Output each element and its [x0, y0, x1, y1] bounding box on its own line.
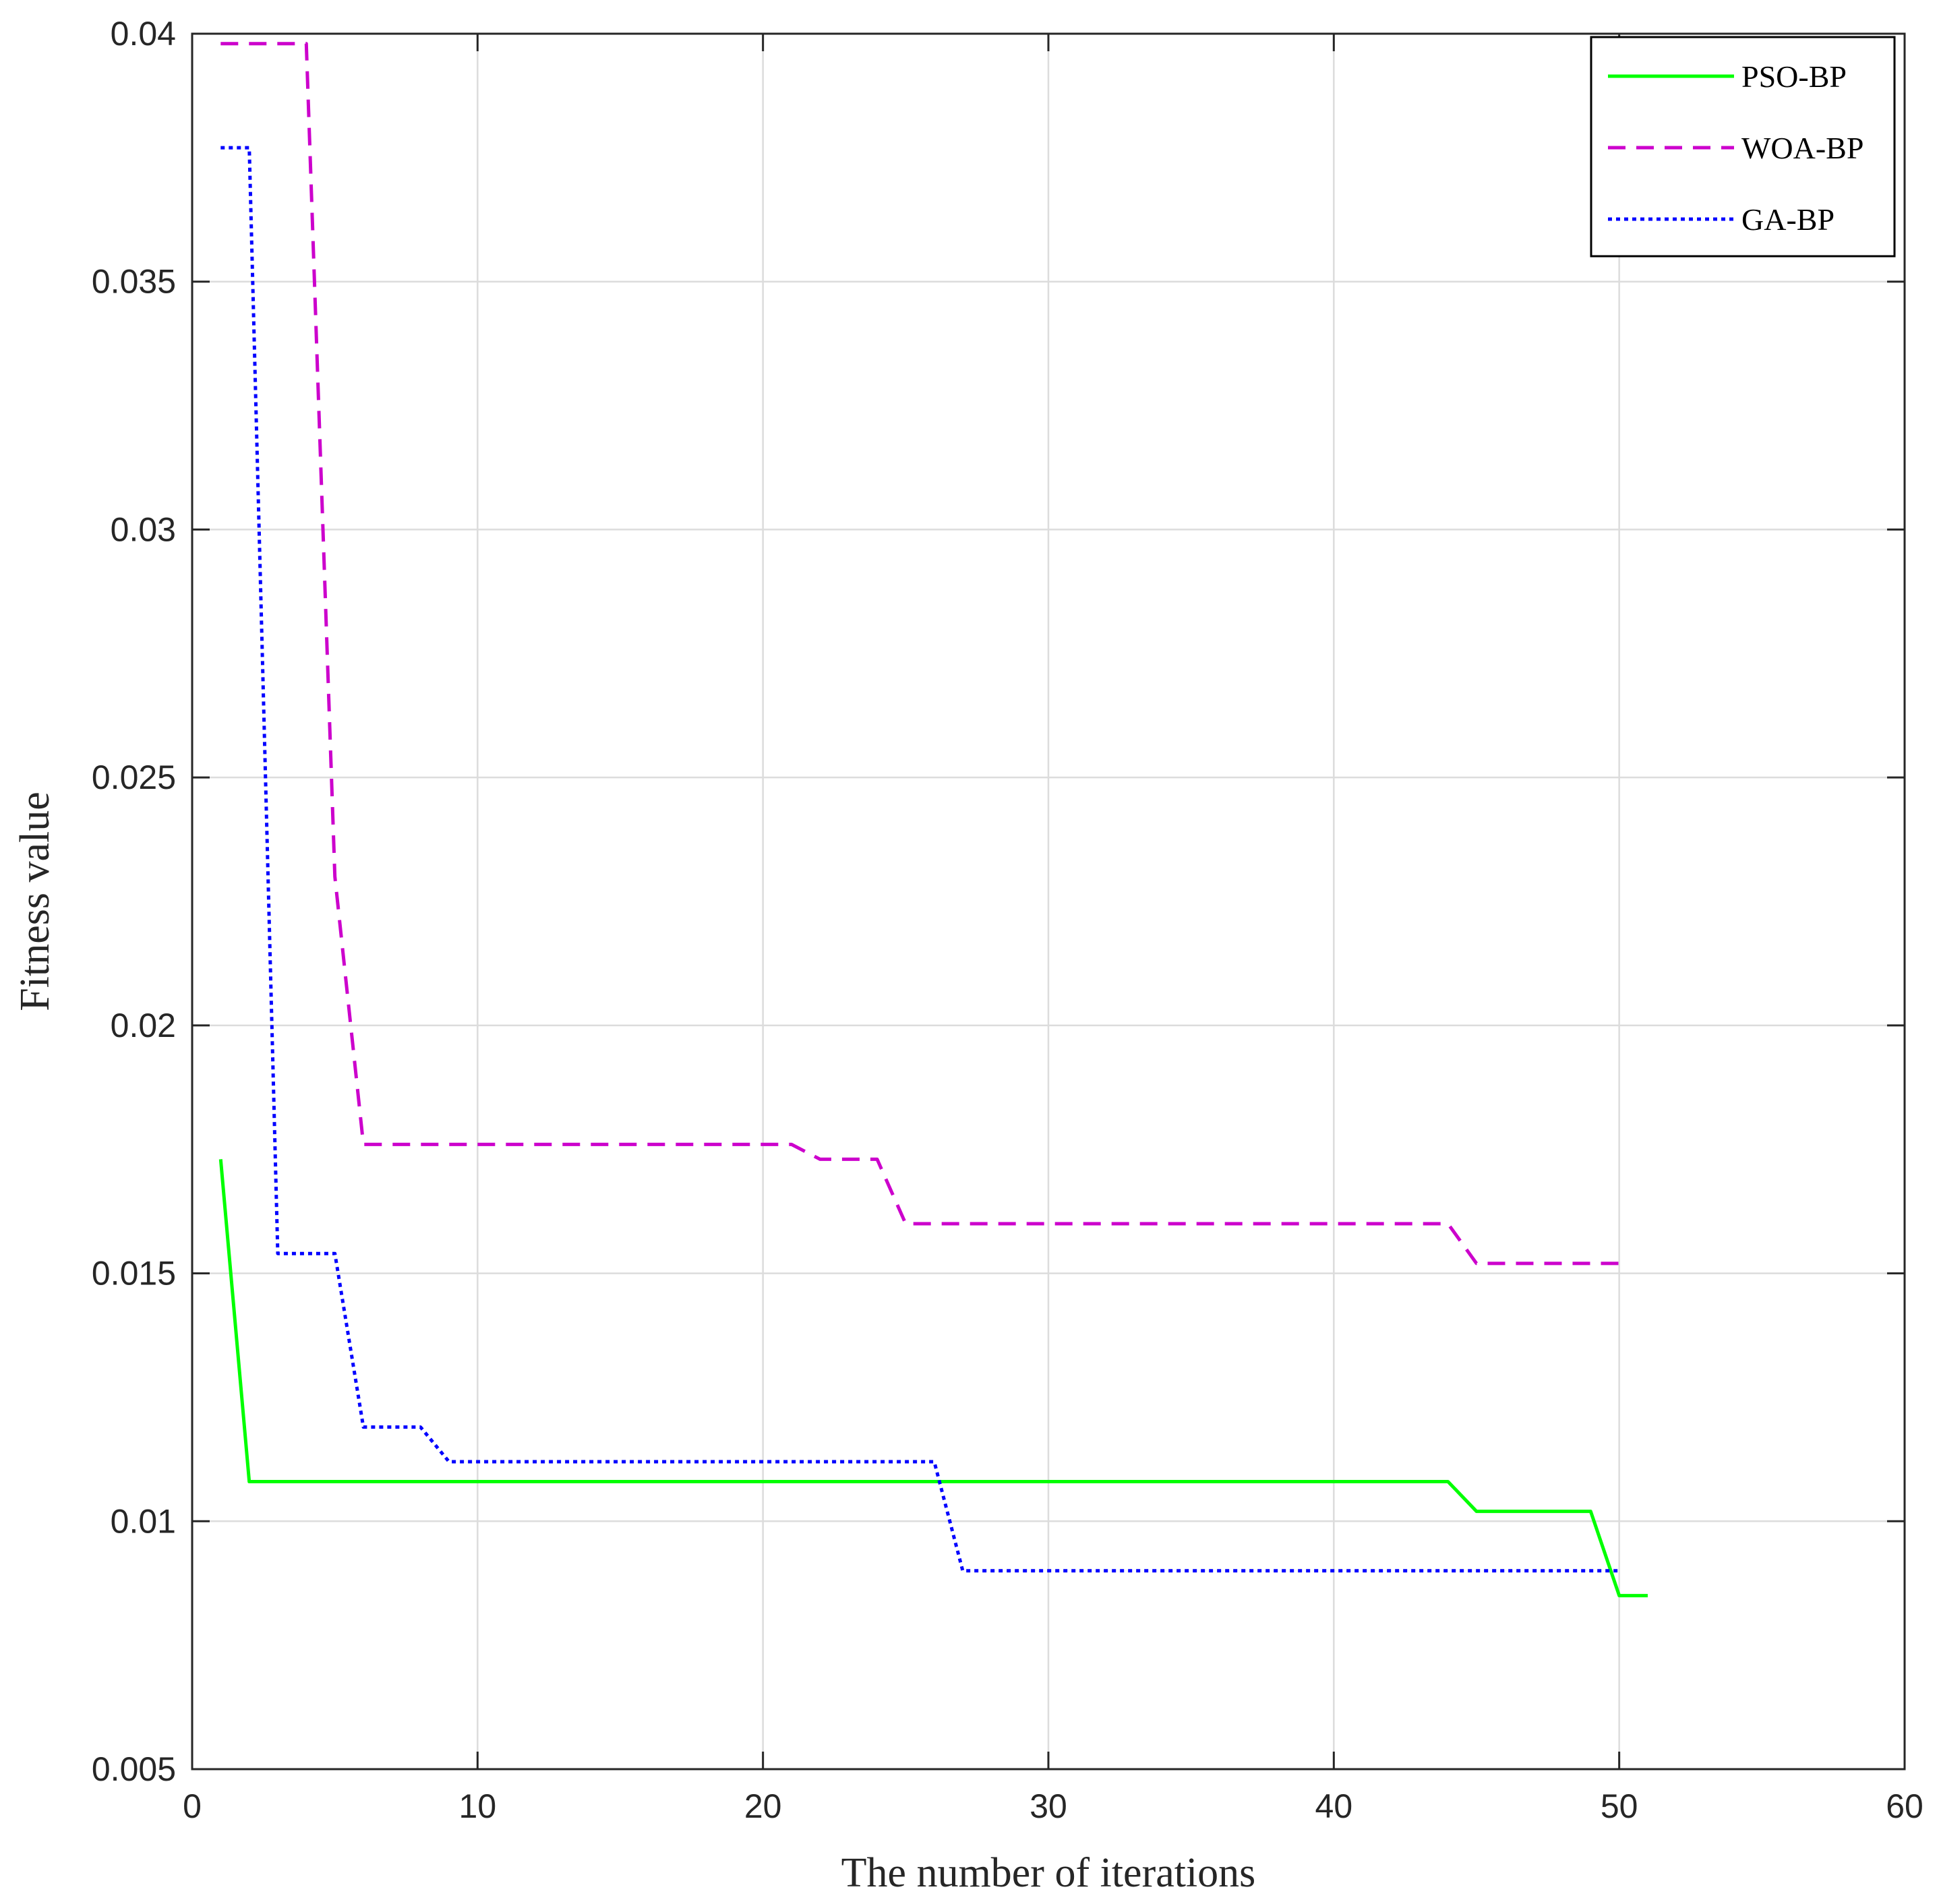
- legend-label-ga-bp: GA-BP: [1741, 202, 1834, 237]
- x-tick-labels: 0 10 20 30 40 50 60: [183, 1787, 1923, 1825]
- x-tick-label: 20: [744, 1787, 782, 1825]
- legend-label-pso-bp: PSO-BP: [1741, 59, 1847, 94]
- x-tick-label: 0: [183, 1787, 202, 1825]
- y-tick-label: 0.02: [111, 1007, 176, 1044]
- series-line-pso-bp: [218, 1159, 1648, 1598]
- ticks: [191, 32, 1906, 1771]
- y-tick-label: 0.015: [92, 1255, 176, 1292]
- y-tick-label: 0.025: [92, 758, 176, 796]
- x-tick-label: 60: [1886, 1787, 1923, 1825]
- y-tick-label: 0.01: [111, 1502, 176, 1540]
- series-line-woa-bp: [220, 42, 1619, 1266]
- y-axis-label: Fitness value: [12, 792, 58, 1011]
- y-tick-label: 0.035: [92, 263, 176, 301]
- x-tick-label: 40: [1315, 1787, 1353, 1825]
- y-tick-label: 0.005: [92, 1750, 176, 1788]
- x-tick-label: 30: [1030, 1787, 1067, 1825]
- y-tick-labels: 0.005 0.01 0.015 0.02 0.025 0.03 0.035 0.04: [92, 15, 176, 1788]
- y-tick-label: 0.03: [111, 510, 176, 548]
- x-tick-label: 50: [1601, 1787, 1638, 1825]
- x-axis-label: The number of iterations: [841, 1850, 1256, 1896]
- series-lines: [218, 42, 1648, 1598]
- x-tick-label: 10: [459, 1787, 497, 1825]
- legend: PSO-BP WOA-BP GA-BP: [1590, 36, 1896, 258]
- legend-label-woa-bp: WOA-BP: [1741, 131, 1863, 165]
- y-tick-label: 0.04: [111, 15, 176, 53]
